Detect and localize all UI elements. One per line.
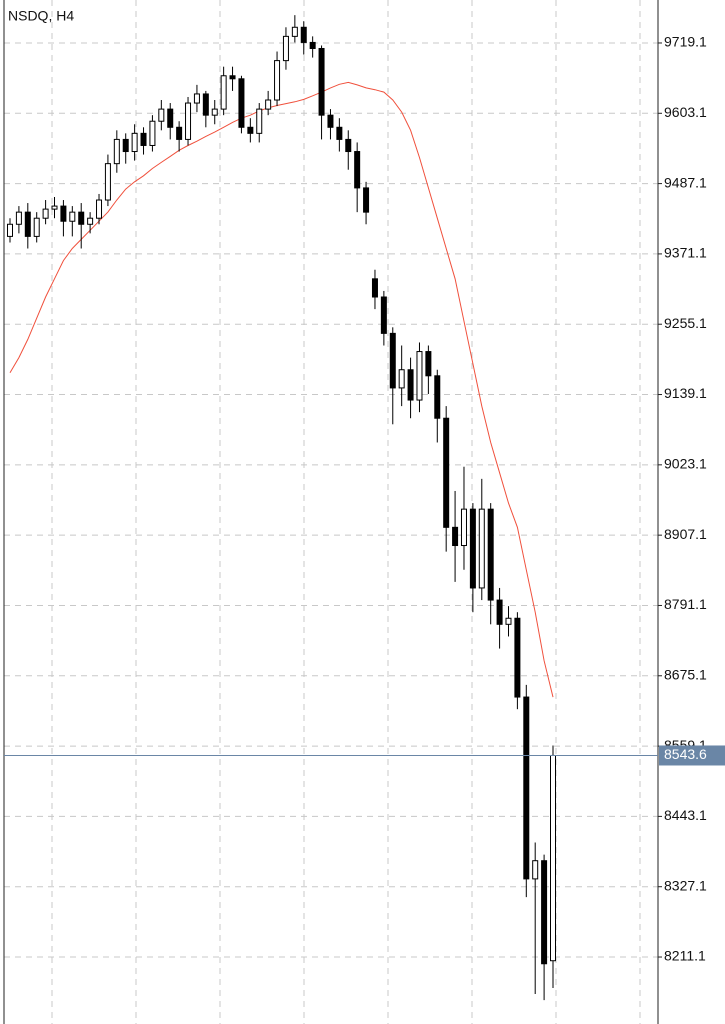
candle-body xyxy=(425,351,432,377)
candle-body xyxy=(193,93,200,104)
candle-body xyxy=(274,60,281,101)
candle-body xyxy=(60,205,67,222)
candle-body xyxy=(122,138,129,153)
candle-body xyxy=(87,217,94,225)
candle-body xyxy=(238,78,245,128)
y-tick-label: 9487.1 xyxy=(664,174,707,190)
candle-body xyxy=(229,75,236,80)
y-tick-label: 8211.1 xyxy=(664,948,706,964)
candle-body xyxy=(452,526,459,547)
candle-body xyxy=(167,108,174,128)
y-tick-label: 9603.1 xyxy=(664,104,707,120)
candle-body xyxy=(247,126,254,134)
candle-body xyxy=(300,26,307,43)
candle-body xyxy=(24,211,31,237)
candle-body xyxy=(460,508,467,547)
grid xyxy=(4,0,658,1024)
candle-body xyxy=(505,617,512,625)
candle-body xyxy=(220,75,227,110)
candle-body xyxy=(291,26,298,37)
candle-body xyxy=(380,296,387,334)
candle-body xyxy=(158,108,165,122)
y-tick-label: 8675.1 xyxy=(664,666,707,682)
y-tick-label: 9255.1 xyxy=(664,315,707,331)
candle-body xyxy=(541,860,548,965)
candle-body xyxy=(104,163,111,201)
candle-body xyxy=(469,508,476,589)
candle-body xyxy=(443,417,450,528)
candle-body xyxy=(42,208,49,219)
y-tick-label: 8907.1 xyxy=(664,526,707,542)
candle-body xyxy=(131,132,138,153)
candle-body xyxy=(202,93,209,116)
candle-body xyxy=(496,599,503,625)
moving-average xyxy=(9,81,554,698)
candle-body xyxy=(389,332,396,389)
candle-body xyxy=(176,126,183,140)
candle-body xyxy=(113,138,120,165)
candle-body xyxy=(434,375,441,419)
candle-body xyxy=(478,508,485,589)
y-tick-label: 8327.1 xyxy=(664,877,707,893)
candle-body xyxy=(354,151,361,189)
y-tick-label: 9023.1 xyxy=(664,456,707,472)
candle-body xyxy=(256,108,263,134)
candle-body xyxy=(514,617,521,698)
chart-title: NSDQ, H4 xyxy=(8,8,74,24)
candle-body xyxy=(318,47,325,116)
candle-body xyxy=(327,114,334,128)
candle-body xyxy=(487,508,494,601)
price-label: 8543.6 xyxy=(664,746,707,762)
candle-body xyxy=(363,187,370,213)
candle-body xyxy=(96,199,103,219)
y-tick-label: 8443.1 xyxy=(664,807,707,823)
candle-body xyxy=(282,35,289,62)
candle-body xyxy=(211,108,218,116)
candle-body xyxy=(15,211,22,225)
candle-body xyxy=(140,132,147,146)
candle-body xyxy=(78,211,85,225)
candle-body xyxy=(398,369,405,389)
candle-body xyxy=(265,99,272,110)
y-tick-label: 8791.1 xyxy=(664,596,707,612)
candle-body xyxy=(336,126,343,140)
candle-body xyxy=(185,102,192,140)
candle-body xyxy=(550,754,556,962)
candle-body xyxy=(407,369,414,401)
candle-body xyxy=(532,860,539,880)
candle-body xyxy=(51,205,58,210)
y-tick-label: 9371.1 xyxy=(664,245,707,261)
candle-body xyxy=(345,138,352,153)
candle-body xyxy=(523,696,530,880)
candle-body xyxy=(309,41,316,49)
candle-body xyxy=(416,351,423,401)
candle-body xyxy=(149,120,156,146)
candle-body xyxy=(33,217,40,237)
price-label-box xyxy=(659,745,725,766)
y-tick-label: 9139.1 xyxy=(664,385,707,401)
candle-body xyxy=(7,223,13,237)
y-tick-label: 9719.1 xyxy=(664,34,707,50)
candle-body xyxy=(371,278,378,298)
candle-body xyxy=(69,211,76,222)
